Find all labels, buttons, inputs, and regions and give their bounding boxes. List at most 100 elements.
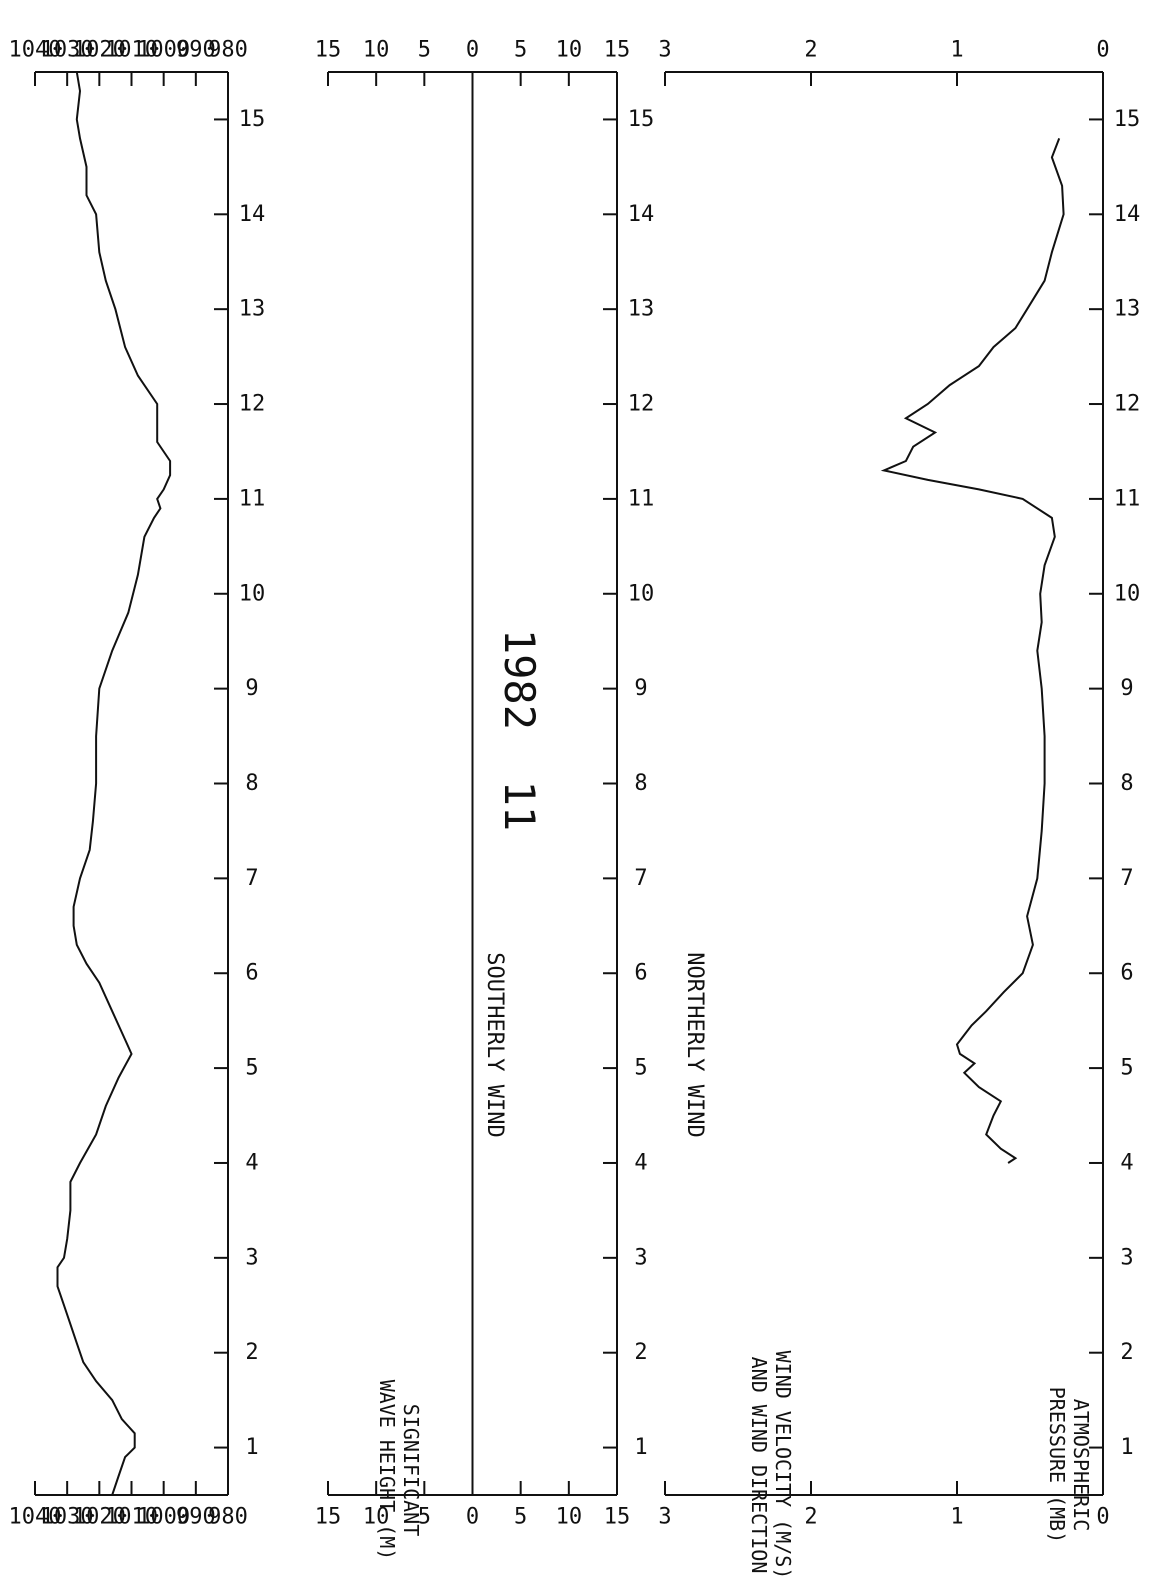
- pressure-panel: 1040104010301030102010201010101010001000…: [9, 38, 266, 1530]
- pressure-xtick-label: 2: [245, 1340, 258, 1365]
- wind-xtick-label: 15: [628, 107, 655, 132]
- wind-xtick-label: 10: [628, 581, 655, 606]
- wind-ytick-label: 10: [363, 38, 390, 63]
- wave-xtick-label: 8: [1120, 771, 1133, 796]
- wave-ytick-label: 3: [658, 38, 671, 63]
- pressure-xtick-label: 4: [245, 1150, 258, 1175]
- wind-ytick-label: 0: [466, 1505, 479, 1530]
- wave-xtick-label: 10: [1114, 581, 1141, 606]
- wave-xtick-label: 4: [1120, 1150, 1133, 1175]
- wind-ytick-label: 5: [514, 38, 527, 63]
- wave-ytick-label: 3: [658, 1505, 671, 1530]
- wind-xtick-label: 4: [634, 1150, 647, 1175]
- pressure-xtick-label: 10: [239, 581, 266, 606]
- wave-xtick-label: 12: [1114, 392, 1141, 417]
- wind-xtick-label: 2: [634, 1340, 647, 1365]
- pressure-xtick-label: 5: [245, 1056, 258, 1081]
- pressure-ytick-label: 1020: [73, 1505, 126, 1530]
- pressure-xtick-label: 1: [245, 1435, 258, 1460]
- wave-xtick-label: 2: [1120, 1340, 1133, 1365]
- pressure-ytick-label: 990: [176, 1505, 216, 1530]
- pressure-xtick-label: 14: [239, 202, 266, 227]
- wave-axis-title-line1: SIGNIFICANT: [399, 1404, 423, 1536]
- wave-xtick-label: 11: [1114, 486, 1141, 511]
- wind-xtick-label: 11: [628, 486, 655, 511]
- pressure-xtick-label: 3: [245, 1245, 258, 1270]
- wave-xtick-label: 5: [1120, 1056, 1133, 1081]
- pressure-ytick-label: 1030: [41, 38, 94, 63]
- wind-axis-title-line1: WIND VELOCITY (M/S): [771, 1351, 795, 1580]
- wind-axis-title-line2: AND WIND DIRECTION: [747, 1357, 771, 1574]
- wind-ytick-label: 5: [418, 38, 431, 63]
- pressure-ytick-label: 1040: [9, 38, 62, 63]
- pressure-ytick-label: 1030: [41, 1505, 94, 1530]
- wind-axis-title: WIND VELOCITY (M/S) AND WIND DIRECTION: [747, 1351, 795, 1580]
- wave-xtick-label: 7: [1120, 866, 1133, 891]
- wind-xtick-label: 12: [628, 392, 655, 417]
- wind-xtick-label: 8: [634, 771, 647, 796]
- wave-xtick-label: 3: [1120, 1245, 1133, 1270]
- pressure-ytick-label: 980: [208, 38, 248, 63]
- pressure-axis-title-line2: PRESSURE (MB): [1045, 1387, 1069, 1544]
- pressure-xtick-label: 11: [239, 486, 266, 511]
- wind-xtick-label: 14: [628, 202, 655, 227]
- wave-height-series-line: [880, 138, 1065, 1164]
- wave-xtick-label: 6: [1120, 961, 1133, 986]
- wind-ytick-label: 10: [556, 38, 583, 63]
- wave-ytick-label: 0: [1096, 38, 1109, 63]
- wave-ytick-label: 1: [950, 1505, 963, 1530]
- wind-ytick-label: 15: [315, 1505, 342, 1530]
- wind-ytick-label: 10: [556, 1505, 583, 1530]
- wind-ytick-label: 5: [418, 1505, 431, 1530]
- wind-xtick-label: 3: [634, 1245, 647, 1270]
- northerly-wind-label: NORTHERLY WIND: [682, 952, 707, 1137]
- pressure-ytick-label: 1010: [105, 38, 158, 63]
- pressure-series-line: [56, 71, 172, 1496]
- pressure-xtick-label: 9: [245, 676, 258, 701]
- wind-ytick-label: 0: [466, 38, 479, 63]
- figure-date-label: 1982 11: [495, 629, 544, 831]
- wave-axis-title: SIGNIFICANT WAVE HEIGHT (M): [375, 1380, 423, 1561]
- pressure-xtick-label: 7: [245, 866, 258, 891]
- pressure-xtick-label: 12: [239, 392, 266, 417]
- wind-xtick-label: 9: [634, 676, 647, 701]
- wind-panel: 1515101055005510101515123456789101112131…: [315, 38, 655, 1530]
- pressure-ytick-label: 980: [208, 1505, 248, 1530]
- wind-xtick-label: 6: [634, 961, 647, 986]
- pressure-ytick-label: 1020: [73, 38, 126, 63]
- wave-xtick-label: 1: [1120, 1435, 1133, 1460]
- pressure-ytick-label: 990: [176, 38, 216, 63]
- wave-xtick-label: 15: [1114, 107, 1141, 132]
- wave-xtick-label: 9: [1120, 676, 1133, 701]
- pressure-xtick-label: 13: [239, 297, 266, 322]
- wind-ytick-label: 15: [604, 38, 631, 63]
- wave-xtick-label: 13: [1114, 297, 1141, 322]
- wave-ytick-label: 2: [804, 38, 817, 63]
- pressure-ytick-label: 1010: [105, 1505, 158, 1530]
- wave-xtick-label: 14: [1114, 202, 1141, 227]
- wind-xtick-label: 1: [634, 1435, 647, 1460]
- pressure-axis-title: ATMOSPHERIC PRESSURE (MB): [1045, 1387, 1093, 1544]
- wind-ytick-label: 5: [514, 1505, 527, 1530]
- southerly-wind-label: SOUTHERLY WIND: [482, 952, 507, 1137]
- pressure-ytick-label: 1000: [137, 1505, 190, 1530]
- pressure-xtick-label: 15: [239, 107, 266, 132]
- wind-ytick-label: 15: [315, 38, 342, 63]
- wind-xtick-label: 5: [634, 1056, 647, 1081]
- pressure-xtick-label: 6: [245, 961, 258, 986]
- wind-ytick-label: 15: [604, 1505, 631, 1530]
- wind-xtick-label: 13: [628, 297, 655, 322]
- wind-ytick-label: 10: [363, 1505, 390, 1530]
- pressure-ytick-label: 1000: [137, 38, 190, 63]
- pressure-xtick-label: 8: [245, 771, 258, 796]
- pressure-axis-title-line1: ATMOSPHERIC: [1069, 1399, 1093, 1531]
- wave-axis-title-line2: WAVE HEIGHT (M): [375, 1380, 399, 1561]
- plot-area: 1040104010301030102010201010101010001000…: [9, 38, 1141, 1530]
- wave-ytick-label: 1: [950, 38, 963, 63]
- wind-xtick-label: 7: [634, 866, 647, 891]
- wave-ytick-label: 2: [804, 1505, 817, 1530]
- wave-ytick-label: 0: [1096, 1505, 1109, 1530]
- pressure-ytick-label: 1040: [9, 1505, 62, 1530]
